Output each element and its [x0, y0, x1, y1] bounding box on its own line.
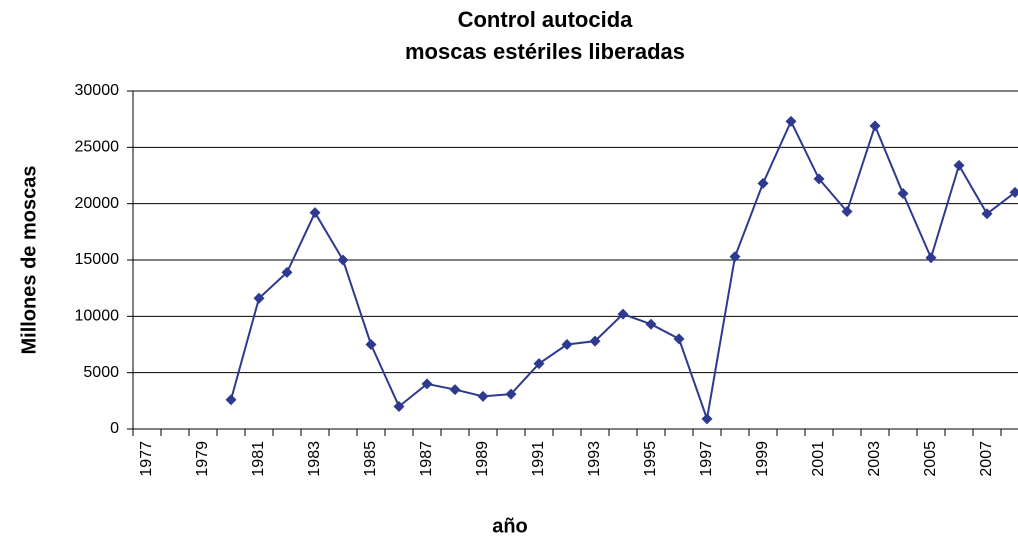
data-point	[337, 254, 349, 266]
x-tick-label: 1995	[642, 441, 659, 477]
y-tick-label: 10000	[75, 308, 120, 325]
chart-title: Control autocida	[458, 7, 634, 32]
data-point	[393, 400, 405, 412]
data-point	[1009, 186, 1018, 198]
data-point	[673, 333, 685, 345]
x-tick-label: 1977	[138, 441, 155, 477]
data-point	[729, 251, 741, 263]
y-axis-label: Millones de moscas	[18, 166, 40, 355]
data-point	[505, 388, 517, 400]
chart-title: moscas estériles liberadas	[405, 39, 685, 64]
y-tick-label: 5000	[83, 364, 119, 381]
x-tick-label: 1983	[306, 441, 323, 477]
x-axis-label: año	[492, 515, 528, 537]
data-point	[477, 390, 489, 402]
x-tick-label: 1985	[362, 441, 379, 477]
y-tick-label: 30000	[75, 82, 120, 99]
data-point	[757, 177, 769, 189]
data-point	[561, 339, 573, 350]
data-point	[785, 115, 797, 127]
data-point	[925, 252, 937, 264]
x-tick-label: 1991	[530, 441, 547, 477]
data-point	[421, 378, 433, 390]
y-tick-label: 15000	[75, 251, 120, 268]
data-point	[253, 292, 265, 304]
data-point	[897, 188, 909, 200]
data-point	[841, 206, 853, 218]
data-point	[309, 207, 321, 219]
data-point	[953, 159, 965, 171]
data-point	[589, 335, 601, 347]
x-tick-label: 1987	[418, 441, 435, 477]
x-tick-label: 2001	[810, 441, 827, 477]
data-point	[365, 339, 377, 350]
x-tick-label: 2005	[922, 441, 939, 477]
data-point	[281, 266, 293, 278]
x-tick-label: 1989	[474, 441, 491, 477]
x-tick-label: 2003	[866, 441, 883, 477]
y-tick-label: 25000	[75, 139, 120, 156]
data-point	[449, 384, 461, 396]
data-point	[701, 413, 713, 425]
data-point	[981, 208, 993, 220]
y-tick-label: 20000	[75, 195, 120, 212]
data-point	[869, 120, 881, 132]
y-tick-label: 0	[110, 420, 119, 437]
data-point	[225, 394, 237, 406]
x-tick-label: 1999	[754, 441, 771, 477]
data-point	[533, 358, 545, 370]
x-tick-label: 1979	[194, 441, 211, 477]
x-tick-label: 1993	[586, 441, 603, 477]
data-point	[813, 173, 825, 185]
data-point	[645, 318, 657, 330]
x-tick-label: 2007	[978, 441, 995, 477]
x-tick-label: 1981	[250, 441, 267, 477]
data-point	[617, 308, 629, 320]
x-tick-label: 1997	[698, 441, 715, 477]
data-line	[230, 119, 1016, 423]
